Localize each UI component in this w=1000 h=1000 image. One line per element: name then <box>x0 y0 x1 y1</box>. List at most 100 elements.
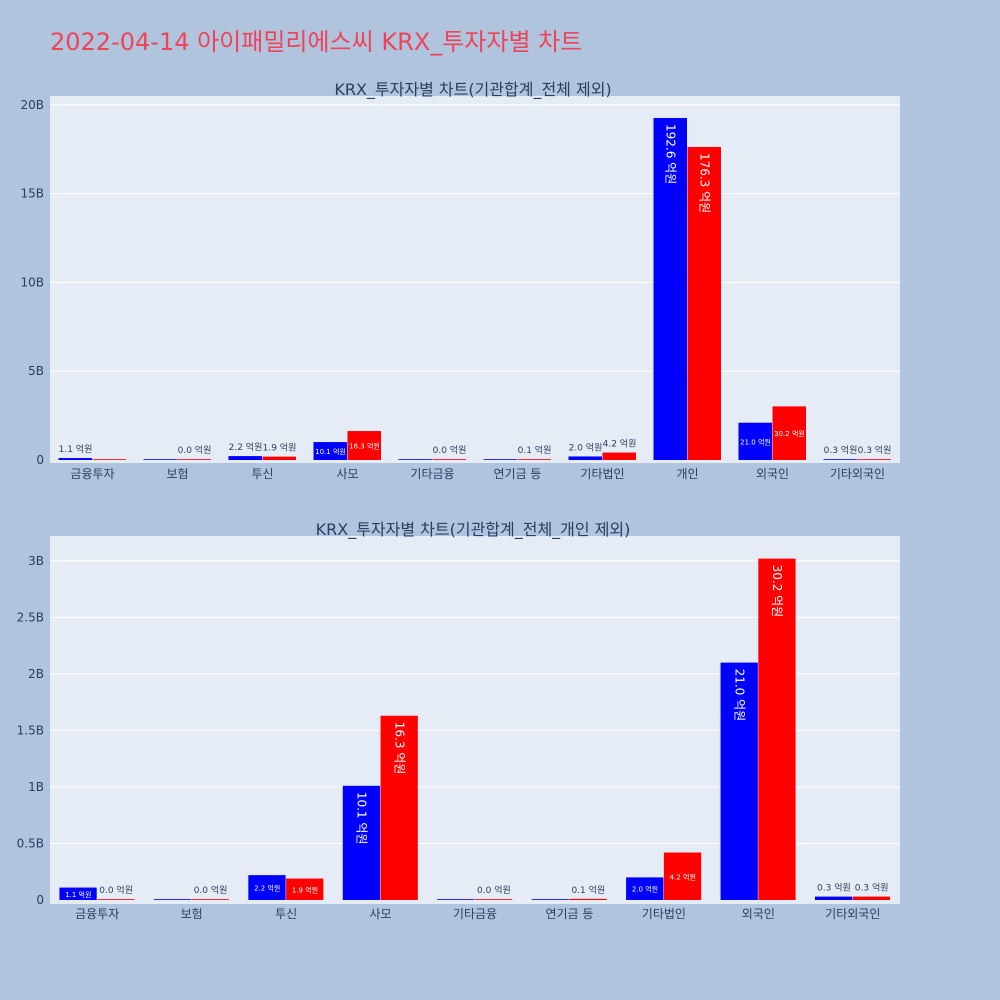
y-tick-label: 15B <box>20 187 44 201</box>
x-tick-label: 기타법인 <box>642 907 686 921</box>
x-tick-label: 연기금 등 <box>494 467 542 481</box>
x-tick-label: 외국인 <box>756 467 789 481</box>
x-tick-label: 보험 <box>166 467 188 481</box>
bar-value-label: 21.0 억원 <box>740 437 771 446</box>
bar <box>653 118 687 460</box>
bar-value-label: 1.9 억원 <box>263 442 297 454</box>
bar-value-label: 30.2 억원 <box>770 565 784 618</box>
bar <box>531 899 569 900</box>
x-tick-label: 금융투자 <box>70 467 114 481</box>
bar <box>437 899 475 900</box>
x-tick-label: 기타법인 <box>580 467 624 481</box>
bar <box>517 459 551 460</box>
bar <box>398 459 432 460</box>
bar-value-label: 21.0 억원 <box>732 669 746 722</box>
y-tick-label: 3B <box>28 554 44 568</box>
bar <box>823 459 857 460</box>
bar-value-label: 1.1 억원 <box>59 443 93 455</box>
bar-value-label: 16.3 억원 <box>349 442 380 451</box>
bar <box>852 896 891 900</box>
y-tick-label: 2B <box>28 667 44 681</box>
y-tick-label: 0 <box>36 453 44 467</box>
page-title: 2022-04-14 아이패밀리에스씨 KRX_투자자별 차트 <box>50 28 583 56</box>
bar <box>626 877 664 900</box>
bar-value-label: 2.2 억원 <box>229 441 263 453</box>
chart-title: KRX_투자자별 차트(기관합계_전체_개인 제외) <box>316 520 631 540</box>
bar-value-label: 0.0 억원 <box>194 884 228 896</box>
bar <box>248 875 286 900</box>
bar-value-label: 0.3 억원 <box>817 882 851 894</box>
bar-value-label: 4.2 억원 <box>670 872 696 881</box>
y-tick-label: 5B <box>28 364 44 378</box>
chart-top: 0 5B 10B 15B 20B KRX_투자자별 차트(기관합계_전체 제외) 금융투자 1… <box>20 80 900 481</box>
x-tick-label: 투신 <box>251 467 273 481</box>
bar-value-label: 0.3 억원 <box>858 444 892 456</box>
bar-value-label: 0.0 억원 <box>178 444 212 456</box>
bar-value-label: 10.1 억원 <box>355 792 369 845</box>
bar-value-label: 16.3 억원 <box>392 722 406 775</box>
bar <box>347 431 381 460</box>
y-tick-label: 2.5B <box>17 610 44 624</box>
bar-value-label: 1.9 억원 <box>292 885 318 894</box>
y-tick-label: 1.5B <box>17 723 44 737</box>
bar <box>313 442 347 460</box>
x-tick-label: 투신 <box>275 907 297 921</box>
bar <box>432 459 466 460</box>
bar-value-label: 30.2 억원 <box>774 429 805 438</box>
bar <box>97 899 135 900</box>
bar-value-label: 0.1 억원 <box>571 884 605 896</box>
bar-value-label: 0.3 억원 <box>855 882 889 894</box>
chart-title: KRX_투자자별 차트(기관합계_전체 제외) <box>334 80 611 100</box>
bar <box>92 459 126 460</box>
bar <box>720 662 758 900</box>
x-tick-label: 사모 <box>336 467 358 481</box>
bar <box>58 458 92 460</box>
bar <box>59 887 97 900</box>
y-tick-label: 0.5B <box>17 836 44 850</box>
bar-value-label: 2.0 억원 <box>569 441 603 453</box>
bar <box>228 456 262 460</box>
bar-value-label: 0.1 억원 <box>518 444 552 456</box>
bar <box>143 459 177 460</box>
bar <box>857 459 891 460</box>
y-tick-label: 1B <box>28 780 44 794</box>
bar <box>475 899 513 900</box>
y-tick-label: 0 <box>36 893 44 907</box>
bar-value-label: 4.2 억원 <box>603 438 637 450</box>
bar <box>262 456 296 460</box>
bar <box>815 896 853 900</box>
bar-value-label: 192.6 억원 <box>664 124 678 184</box>
chart-bottom: 0 0.5B 1B 1.5B 2B 2.5B 3B KRX_투자자별 차트(기관합계_전체_개… <box>17 520 900 921</box>
bar-value-label: 0.0 억원 <box>99 884 133 896</box>
bar <box>602 452 636 460</box>
y-tick-label: 20B <box>20 98 44 112</box>
bar-value-label: 0.0 억원 <box>433 444 467 456</box>
x-tick-label: 금융투자 <box>75 907 119 921</box>
x-tick-label: 보험 <box>181 907 203 921</box>
x-tick-label: 연기금 등 <box>545 907 593 921</box>
bar-value-label: 176.3 억원 <box>698 153 712 213</box>
bar <box>342 785 381 900</box>
bar <box>687 146 721 460</box>
bar <box>663 852 702 900</box>
bar <box>569 898 607 900</box>
bar <box>153 899 192 900</box>
y-tick-label: 10B <box>20 275 44 289</box>
bar-value-label: 0.3 억원 <box>824 444 858 456</box>
bar <box>286 878 324 900</box>
bar-value-label: 2.0 억원 <box>632 885 658 894</box>
bar <box>738 422 772 460</box>
bar-value-label: 2.2 억원 <box>254 884 280 893</box>
bar <box>177 459 211 460</box>
x-tick-label: 기타외국인 <box>825 907 880 921</box>
bar <box>380 715 418 900</box>
bar-value-label: 1.1 억원 <box>65 890 91 899</box>
bar-value-label: 0.0 억원 <box>477 884 511 896</box>
x-tick-label: 외국인 <box>742 907 775 921</box>
x-tick-label: 개인 <box>676 467 698 481</box>
bar <box>772 406 806 460</box>
plot-area <box>50 96 900 463</box>
x-tick-label: 기타외국인 <box>830 467 885 481</box>
bar <box>191 899 229 900</box>
